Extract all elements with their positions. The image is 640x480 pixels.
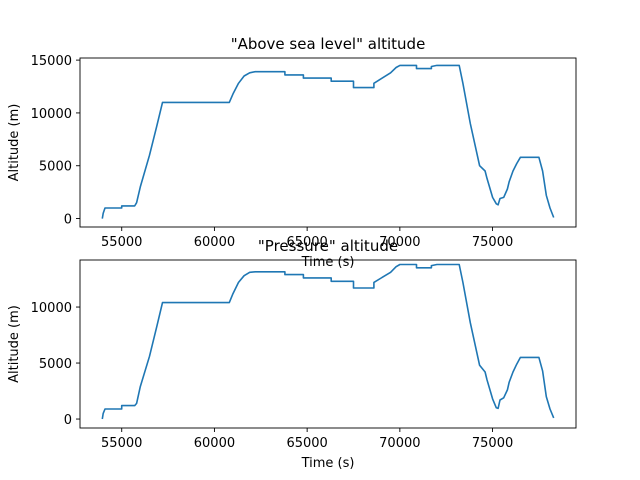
x-tick-label: 75000 <box>472 235 513 250</box>
top-chart-panel: 55000 60000 65000 70000 75000 0 5000 10000 15000… <box>7 35 577 270</box>
y-axis-label: Altitude (m) <box>7 305 22 383</box>
y-tick-label: 15000 <box>31 54 72 69</box>
axes-frame <box>79 57 577 228</box>
chart-title: "Pressure" altitude <box>258 237 398 255</box>
y-tick-label: 10000 <box>31 107 72 122</box>
axes-frame <box>79 259 577 429</box>
x-tick-label: 65000 <box>286 436 327 451</box>
bottom-chart-panel: 55000 60000 65000 70000 75000 0 5000 10000 "Pres… <box>7 237 577 471</box>
x-axis-label: Time (s) <box>301 255 355 270</box>
y-tick-label: 5000 <box>39 160 72 175</box>
y-tick-label: 10000 <box>31 301 72 316</box>
x-tick-label: 70000 <box>379 436 420 451</box>
chart-title: "Above sea level" altitude <box>231 35 426 53</box>
y-tick-label: 5000 <box>39 357 72 372</box>
x-axis-label: Time (s) <box>301 456 355 471</box>
series-line <box>101 64 555 219</box>
x-tick-label: 55000 <box>101 436 142 451</box>
y-tick-label: 0 <box>64 213 72 228</box>
x-tick-label: 70000 <box>379 235 420 250</box>
x-tick-label: 60000 <box>194 436 235 451</box>
x-tick-label: 55000 <box>101 235 142 250</box>
y-axis-label: Altitude (m) <box>7 104 22 182</box>
series-line <box>101 263 555 420</box>
x-tick-label: 75000 <box>472 436 513 451</box>
x-tick-label: 65000 <box>286 235 327 250</box>
x-tick-label: 60000 <box>194 235 235 250</box>
y-tick-label: 0 <box>64 413 72 428</box>
